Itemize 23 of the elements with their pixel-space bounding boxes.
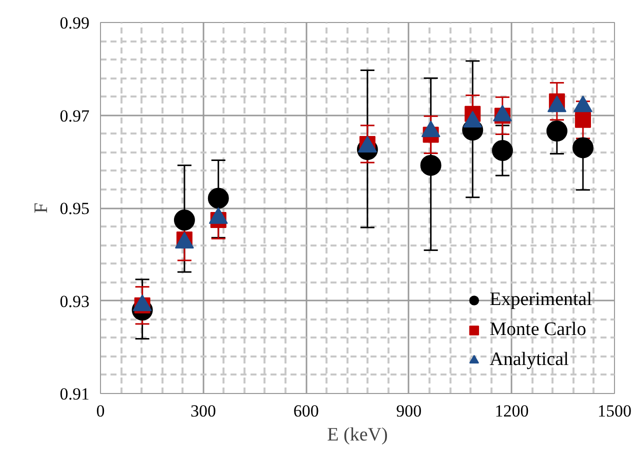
legend-label: Analytical (490, 349, 569, 371)
y-tick-label: 0.97 (60, 106, 90, 126)
x-tick-label: 600 (293, 402, 319, 420)
legend-label: Monte Carlo (490, 319, 586, 341)
y-tick-label: 0.95 (60, 199, 90, 218)
point (174, 210, 195, 231)
point (420, 154, 442, 176)
legend-label: Experimental (490, 289, 592, 311)
point (208, 188, 229, 209)
x-tick-label: 1500 (598, 402, 632, 420)
x-tick-label: 900 (396, 402, 422, 420)
point (492, 140, 513, 161)
y-tick-label: 0.91 (60, 384, 90, 404)
x-axis-title: E (keV) (327, 424, 388, 446)
x-tick-label: 1200 (494, 402, 529, 420)
point (572, 137, 594, 158)
point (574, 112, 591, 128)
x-tick-label: 300 (190, 402, 216, 420)
x-tick-label: 0 (96, 402, 105, 420)
y-tick-label: 0.93 (60, 292, 90, 311)
y-tick-label: 0.99 (60, 14, 90, 32)
point (546, 120, 568, 142)
y-axis-title: F (30, 202, 52, 214)
